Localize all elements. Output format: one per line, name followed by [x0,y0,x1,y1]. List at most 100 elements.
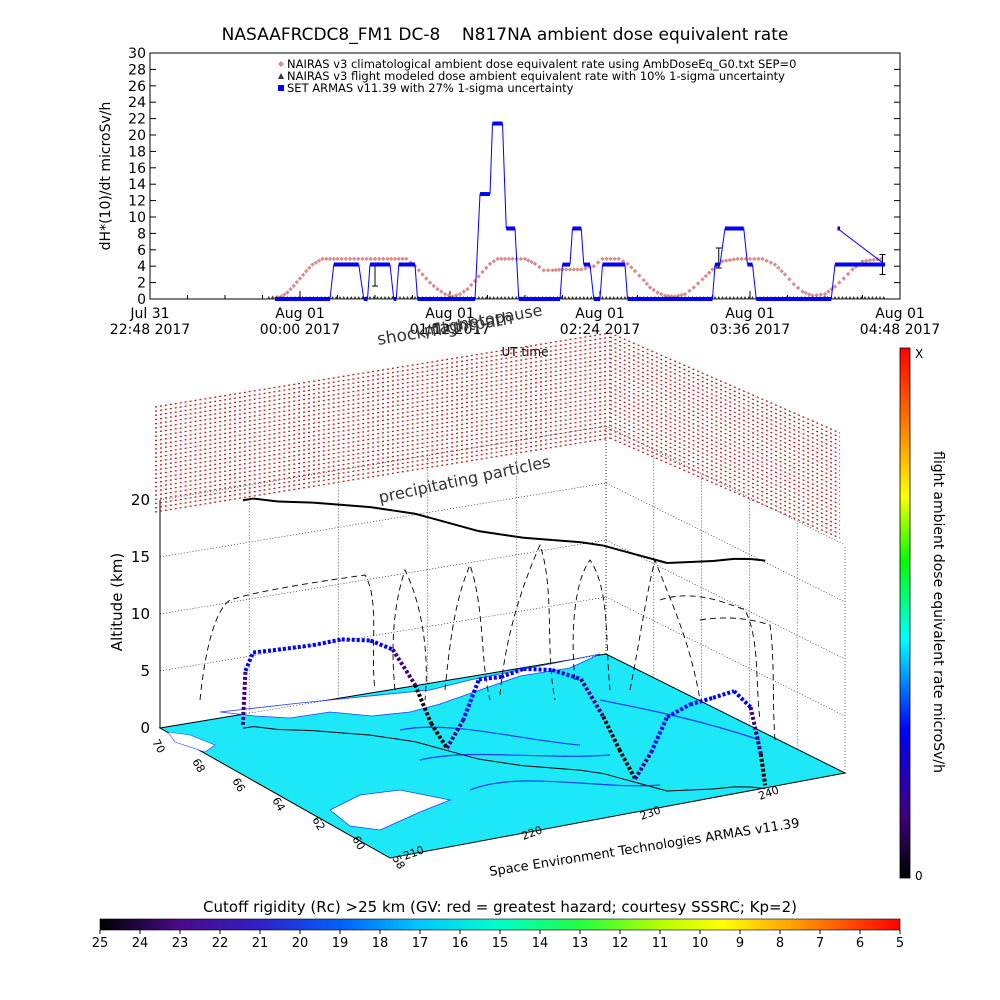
modeled-point [623,296,627,300]
model-curve [199,574,376,701]
colorbar-tick-label: 15 [492,936,509,951]
particle-line-right [609,412,841,514]
particle-line-right [609,437,841,539]
flight-segment [369,638,394,652]
climatological-point [806,292,812,297]
particle-line [154,382,611,459]
top-track [618,548,636,556]
armas-connector [719,228,726,265]
modeled-point [386,296,391,300]
modeled-point [356,296,361,300]
ground-track [245,726,254,729]
modeled-point [341,296,346,300]
climatological-point [446,293,451,298]
climatological-point [454,293,459,298]
particle-line-right [609,345,841,447]
climatological-point [818,292,824,297]
modeled-point [563,296,567,300]
y-tick-label: 8 [137,226,146,242]
x-tick-time: 02:24 2017 [560,322,640,338]
altitude-axis-label: Altitude (km) [108,553,126,651]
ground-track [392,737,416,743]
colorbar-tick-label: 23 [172,936,189,951]
flight-segment [243,651,255,672]
flight-segment [252,647,279,655]
modeled-point [615,296,620,300]
x-tick-time: 01:12 2017 [410,322,490,338]
wall-horizontal [159,482,607,558]
ground-track [462,754,480,760]
ground-track [650,786,668,792]
modeled-point [713,296,717,300]
climatological-point [282,292,287,297]
climatological-point [860,259,865,264]
x-tick-day: Jul 31 [129,306,169,322]
climatological-point [641,277,646,283]
modeled-point [401,296,406,300]
flight-track [240,497,768,792]
climatological-point [304,268,309,274]
modeled-point [866,296,871,300]
y-tick-label: 6 [137,243,146,259]
latitude-labels: 70 68 66 64 62 60 58 [149,737,407,872]
modeled-point [514,296,519,300]
climatological-point [526,258,531,263]
modeled-point [735,296,740,300]
x-tick-day: Aug 01 [425,306,475,322]
colorbar-title: Cutoff rigidity (Rc) >25 km (GV: red = g… [203,898,797,916]
particle-line [154,399,611,475]
latitude-label: 62 [309,814,327,833]
legend-entry: SET ARMAS v11.39 with 27% 1-sigma uncert… [287,81,574,95]
top-track [430,517,448,524]
x-tick-time: 04:48 2017 [860,322,940,338]
modeled-point [334,296,339,300]
colorbar-tick-label: 10 [692,936,709,951]
particle-line [154,353,611,429]
particle-line-right [609,433,841,535]
particle-line-right [609,366,841,468]
climatological-point [457,291,463,297]
y-tick-label: 0 [137,292,146,308]
climatological-point [583,266,588,271]
modeled-point [495,296,500,300]
top-track [650,557,668,564]
climatological-point [647,285,653,290]
climatological-point [300,272,306,278]
flight-segment [551,668,582,681]
top-track [478,530,502,536]
modeled-point [600,296,605,300]
altitude-ticks: 0 5 10 15 20 [131,491,150,737]
armas-connector [837,228,886,265]
ground-track [552,767,581,771]
modeled-point [503,296,507,300]
colorbar-tick-label: 14 [532,936,549,951]
particle-line-right [609,387,841,489]
climatological-point [735,256,740,262]
flight-segment [617,748,637,780]
colorbar-tick-label: 13 [572,936,589,951]
modeled-point [855,296,860,300]
ground-track [619,777,636,783]
model-curve [499,543,556,701]
particle-line-right [609,403,841,505]
armas-connector [414,264,418,300]
modeled-point [345,296,350,300]
climatological-point [620,259,626,264]
modeled-point [589,296,594,300]
climatological-point [510,256,515,262]
flight-segment [601,715,622,751]
climatological-point [495,256,500,262]
wall-horizontal-right [605,653,846,774]
x-tick-time: 00:00 2017 [260,322,340,338]
climatological-point [424,276,429,281]
modeled-point [611,296,616,300]
ground-track [430,745,448,751]
ground-track [580,769,604,775]
climatological-point [335,256,340,262]
flight-segment [579,678,605,718]
colorbar-tick-label: 11 [652,936,669,951]
particle-line [154,361,611,438]
climatological-point [392,256,398,262]
modeled-point [716,296,721,300]
